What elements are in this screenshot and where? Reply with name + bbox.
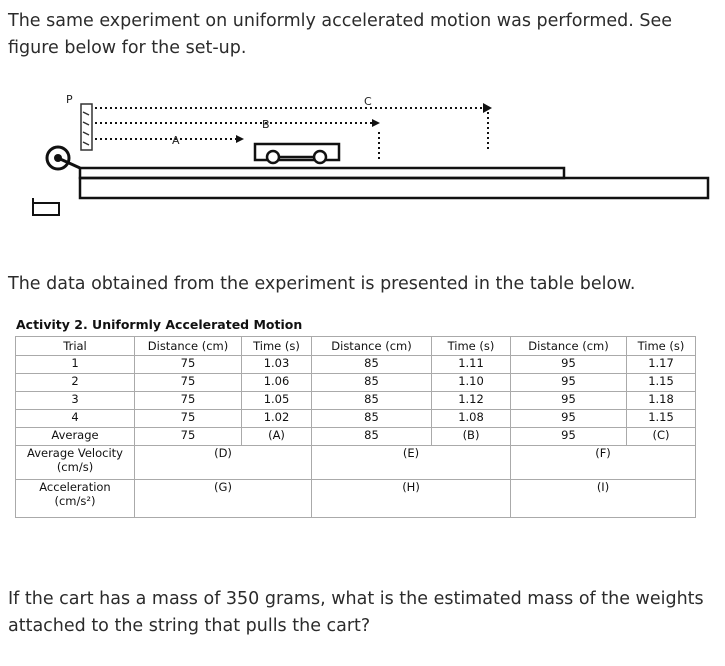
table-cell: 1.17 (626, 355, 696, 374)
table-cell: 75 (134, 427, 242, 446)
table-cell: (C) (626, 427, 696, 446)
table-header-row: Trial Distance (cm) Time (s) Distance (c… (15, 336, 696, 356)
column-header: Distance (cm) (510, 336, 627, 356)
intro-text: The same experiment on uniformly acceler… (8, 11, 673, 58)
table-cell: 1.15 (626, 409, 696, 428)
table-intro-text: The data obtained from the experiment is… (8, 274, 636, 294)
table-cell: 95 (510, 355, 627, 374)
label-p: P (66, 93, 73, 106)
table-cell: 1.08 (431, 409, 511, 428)
table-cell: 1.02 (241, 409, 312, 428)
table-cell: 1 (15, 355, 135, 374)
table-cell: (F) (510, 445, 696, 480)
arrow-heads (236, 103, 492, 143)
table-cell: 75 (134, 409, 242, 428)
table-row: 3 75 1.05 85 1.12 95 1.18 (15, 391, 696, 410)
table-cell: 95 (510, 373, 627, 392)
label-b: B (262, 118, 270, 131)
column-header: Time (s) (626, 336, 696, 356)
table-cell: 75 (134, 373, 242, 392)
table-cell: (D) (134, 445, 312, 480)
table-cell: 75 (134, 391, 242, 410)
table-row-acceleration: Acceleration (cm/s²) (G) (H) (I) (15, 479, 696, 518)
table-cell: 85 (311, 355, 432, 374)
table-cell: 75 (134, 355, 242, 374)
table-row: 4 75 1.02 85 1.08 95 1.15 (15, 409, 696, 428)
column-header: Time (s) (431, 336, 511, 356)
table-cell: 3 (15, 391, 135, 410)
table-cell: 1.12 (431, 391, 511, 410)
table-cell: (G) (134, 479, 312, 518)
label-a: A (172, 134, 180, 147)
table-cell: (H) (311, 479, 511, 518)
table-cell: 85 (311, 391, 432, 410)
table-row: 1 75 1.03 85 1.11 95 1.17 (15, 355, 696, 374)
table-cell: (A) (241, 427, 312, 446)
table-cell: 4 (15, 409, 135, 428)
table-cell: 1.18 (626, 391, 696, 410)
hanging-weight-icon (32, 198, 60, 216)
table-cell: 1.11 (431, 355, 511, 374)
table-cell: (I) (510, 479, 696, 518)
table-cell: (E) (311, 445, 511, 480)
pulley-icon (45, 145, 81, 171)
table-cell: 85 (311, 373, 432, 392)
activity-title: Activity 2. Uniformly Accelerated Motion (16, 317, 303, 332)
column-header: Distance (cm) (134, 336, 242, 356)
table-cell: 1.05 (241, 391, 312, 410)
table-cell: (B) (431, 427, 511, 446)
table-cell: 85 (311, 427, 432, 446)
column-header: Trial (15, 336, 135, 356)
table-cell: 1.03 (241, 355, 312, 374)
table-cell: 95 (510, 427, 627, 446)
table-cell: 1.15 (626, 373, 696, 392)
table-cell: 95 (510, 391, 627, 410)
table-cell: Average (15, 427, 135, 446)
label-c: C (364, 95, 372, 108)
table-cell: 95 (510, 409, 627, 428)
question-text: If the cart has a mass of 350 grams, wha… (8, 589, 704, 636)
experiment-setup-figure: P A B C (32, 93, 710, 216)
table-cell: 85 (311, 409, 432, 428)
column-header: Time (s) (241, 336, 312, 356)
table-row-velocity: Average Velocity (cm/s) (D) (E) (F) (15, 445, 696, 480)
table-cell: 2 (15, 373, 135, 392)
table-row: 2 75 1.06 85 1.10 95 1.15 (15, 373, 696, 392)
track (78, 166, 710, 200)
data-table: Trial Distance (cm) Time (s) Distance (c… (15, 336, 696, 518)
acceleration-label: Acceleration (cm/s²) (15, 479, 135, 518)
table-cell: 1.06 (241, 373, 312, 392)
cart-icon (253, 142, 341, 165)
distance-markers (95, 107, 489, 162)
table-cell: 1.10 (431, 373, 511, 392)
table-row-average: Average 75 (A) 85 (B) 95 (C) (15, 427, 696, 446)
start-marker (80, 103, 93, 151)
velocity-label: Average Velocity (cm/s) (15, 445, 135, 480)
column-header: Distance (cm) (311, 336, 432, 356)
